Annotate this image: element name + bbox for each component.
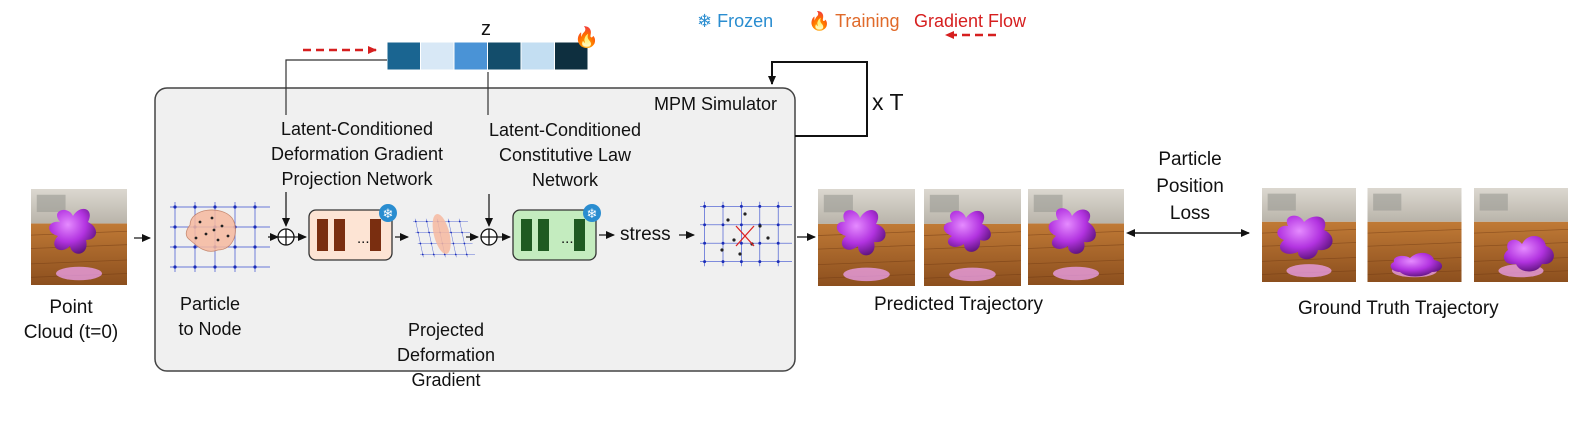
predicted-frame-1 bbox=[818, 189, 915, 286]
deform-net-dots: ... bbox=[357, 230, 370, 247]
point-cloud-image bbox=[31, 189, 127, 285]
fire-icon: 🔥 bbox=[808, 11, 831, 31]
loop-arrow bbox=[768, 61, 868, 137]
const-net-label-2: Constitutive Law bbox=[498, 145, 632, 165]
latent-cell bbox=[487, 41, 522, 71]
projected-label-1: Projected bbox=[407, 320, 485, 340]
simulator-title: MPM Simulator bbox=[654, 94, 778, 114]
svg-text:❄: ❄ bbox=[587, 206, 598, 221]
loss-label-2: Position bbox=[1156, 176, 1224, 197]
ground-truth-frame-1 bbox=[1262, 188, 1356, 282]
latent-cell bbox=[453, 41, 488, 71]
const-net-label-1: Latent-Conditioned bbox=[488, 120, 642, 140]
plus-icon-1 bbox=[277, 228, 295, 246]
projected-label: Projected Deformation Gradient bbox=[380, 318, 512, 393]
projected-grid bbox=[411, 214, 477, 258]
legend-training-label: Training bbox=[835, 11, 900, 31]
fire-icon: 🔥 bbox=[574, 27, 599, 49]
particle-to-node-label: Particle to Node bbox=[160, 292, 260, 342]
stress-grid bbox=[700, 201, 792, 267]
predicted-frame-2 bbox=[924, 189, 1021, 286]
legend-frozen: ❄ Frozen bbox=[697, 10, 773, 32]
ground-truth-frame-2 bbox=[1367, 188, 1462, 282]
loss-label-3: Loss bbox=[1169, 203, 1211, 224]
loop-label: x T bbox=[872, 89, 904, 115]
mpm-simulator-panel bbox=[154, 87, 796, 372]
deform-net-label-1: Latent-Conditioned bbox=[280, 119, 434, 139]
const-net-dots: ... bbox=[561, 230, 574, 247]
latent-vector bbox=[386, 41, 589, 71]
plus-icon-2 bbox=[480, 228, 498, 246]
snowflake-icon: ❄ bbox=[697, 11, 713, 31]
loss-label: Particle Position Loss bbox=[1138, 146, 1242, 227]
ground-truth-label: Ground Truth Trajectory bbox=[1298, 298, 1499, 319]
deform-net-label-3: Projection Network bbox=[281, 169, 433, 189]
const-net-block: ... bbox=[512, 209, 597, 261]
particle-to-node-grid bbox=[170, 202, 270, 272]
stress-label: stress bbox=[620, 224, 671, 245]
ground-truth-frame-3 bbox=[1474, 188, 1568, 282]
latent-cell bbox=[554, 41, 589, 71]
latent-cell bbox=[420, 41, 455, 71]
legend-gradient-label: Gradient Flow bbox=[914, 11, 1027, 31]
predicted-frame-3 bbox=[1028, 189, 1124, 285]
deform-net-label-2: Deformation Gradient bbox=[270, 144, 444, 164]
particle-to-node-label-2: to Node bbox=[178, 319, 242, 339]
particle-to-node-label-1: Particle bbox=[179, 294, 241, 314]
z-to-deform-line bbox=[285, 59, 387, 115]
latent-cell bbox=[386, 41, 421, 71]
projected-label-3: Gradient bbox=[411, 370, 481, 390]
snowflake-icon: ❄ bbox=[379, 204, 397, 222]
loss-label-1: Particle bbox=[1158, 149, 1222, 170]
svg-text:❄: ❄ bbox=[383, 206, 394, 221]
legend-frozen-label: Frozen bbox=[717, 11, 774, 31]
point-cloud-label-1: Point bbox=[49, 297, 93, 318]
const-net-label-3: Network bbox=[531, 170, 598, 190]
const-net-label: Latent-Conditioned Constitutive Law Netw… bbox=[466, 118, 664, 193]
projected-label-2: Deformation bbox=[396, 345, 496, 365]
legend-training: 🔥 Training bbox=[808, 10, 899, 32]
point-cloud-label-2: Cloud (t=0) bbox=[23, 322, 119, 343]
deform-net-block: ... bbox=[308, 209, 393, 261]
snowflake-icon: ❄ bbox=[583, 204, 601, 222]
deform-net-label: Latent-Conditioned Deformation Gradient … bbox=[246, 117, 468, 192]
legend-gradient: Gradient Flow bbox=[914, 10, 1026, 32]
predicted-label: Predicted Trajectory bbox=[874, 294, 1043, 315]
point-cloud-label: Point Cloud (t=0) bbox=[5, 295, 137, 345]
latent-cell bbox=[520, 41, 555, 71]
latent-label: z bbox=[481, 18, 491, 40]
